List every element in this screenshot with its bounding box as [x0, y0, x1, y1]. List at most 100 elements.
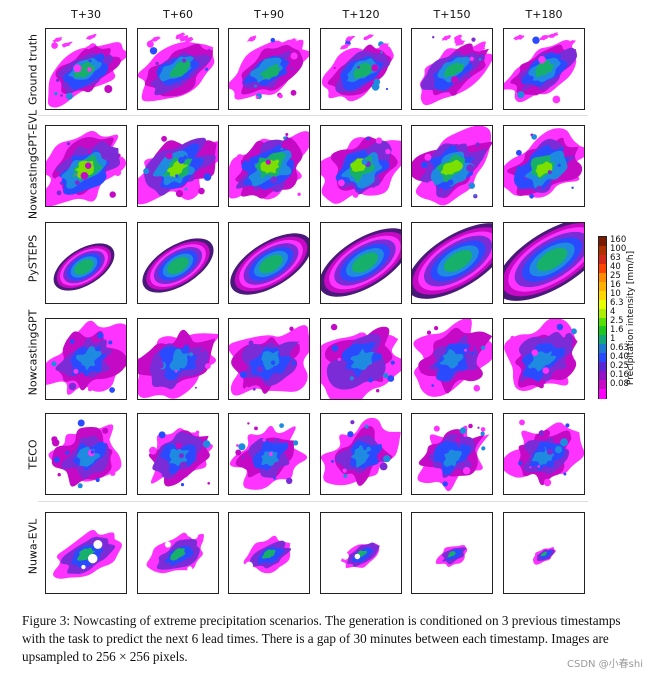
precip-cell [349, 376, 354, 381]
precip-field [504, 319, 578, 391]
precip-cell [560, 438, 569, 447]
precip-cell [563, 472, 567, 476]
precip-region [444, 62, 464, 78]
precip-cell [439, 188, 443, 191]
precip-cell [547, 170, 552, 175]
precip-panel [320, 318, 402, 400]
precip-cell [161, 135, 167, 142]
precip-region [261, 350, 280, 371]
precip-cell [109, 191, 116, 198]
precip-cell [386, 177, 392, 183]
precip-cell [331, 344, 339, 352]
precip-field [321, 34, 394, 102]
precip-cell [531, 349, 539, 356]
precip-panel [228, 512, 310, 594]
precip-cell [366, 137, 370, 141]
precip-cell [178, 156, 185, 164]
colorbar-tick-label: 25 [610, 271, 621, 282]
precip-panel [228, 125, 310, 207]
precip-cell [65, 92, 73, 100]
precip-cell [270, 360, 276, 366]
precip-region [270, 42, 282, 48]
precip-region [286, 38, 298, 44]
precip-gap [252, 568, 259, 574]
precip-cell [538, 56, 546, 64]
figure-grid: T+30 T+60 T+90 T+120 T+150 T+180 Ground … [26, 8, 636, 594]
precip-cell [464, 348, 468, 352]
column-label: T+180 [525, 8, 563, 21]
precip-region [184, 36, 194, 44]
precip-cell [85, 162, 92, 169]
precip-cell [371, 64, 379, 72]
precip-cell [371, 82, 380, 91]
colorbar-tick-label: 1.6 [610, 324, 624, 335]
precip-field [138, 135, 218, 205]
precip-cell [431, 384, 434, 387]
precip-cell [60, 94, 63, 97]
precip-panel [503, 28, 585, 110]
precip-region [74, 61, 95, 78]
precip-field [419, 34, 492, 106]
precip-cell [433, 425, 440, 432]
colorbar-tick-label: 63 [610, 253, 621, 264]
precip-cell [290, 67, 293, 70]
precip-cell [240, 371, 247, 379]
precip-field [229, 131, 309, 200]
precip-cell [187, 81, 191, 85]
precip-cell [270, 37, 276, 43]
precip-cell [270, 176, 278, 184]
precip-cell [175, 190, 184, 198]
precip-cell [57, 473, 61, 477]
row-label: Nuwa-EVL [26, 518, 40, 575]
precip-cell [538, 383, 544, 389]
precip-region [530, 351, 557, 372]
colorbar-tick-label: 160 [610, 235, 627, 246]
precip-cell [469, 56, 474, 61]
precip-cell [421, 161, 428, 169]
colorbar-segment [599, 380, 606, 390]
precip-cell [379, 462, 388, 471]
precip-panel [503, 222, 585, 304]
precip-cell [75, 173, 78, 176]
precip-cell [517, 91, 525, 99]
precip-region [476, 45, 486, 52]
precip-cell [532, 36, 540, 44]
precip-cell [177, 80, 181, 84]
precip-cell [557, 163, 561, 167]
column-label: T+60 [163, 8, 193, 21]
precip-gap [437, 543, 444, 551]
precip-field [341, 542, 380, 577]
precip-region [75, 346, 102, 371]
precip-field [504, 223, 584, 301]
precip-cell [156, 361, 164, 369]
precip-cell [87, 67, 92, 72]
precip-cell [260, 47, 263, 51]
precip-cell [204, 363, 211, 369]
precip-band [74, 259, 94, 275]
precip-cell [247, 422, 250, 425]
precip-panel [137, 28, 219, 110]
row-label: NowcastingGPT [26, 309, 40, 396]
precip-region [175, 32, 185, 40]
precip-cell [480, 431, 485, 436]
precip-region [439, 349, 464, 369]
precip-field [48, 419, 122, 489]
precip-cell [462, 466, 471, 475]
colorbar-segment [599, 326, 606, 336]
colorbar-segment [599, 389, 606, 399]
precip-cell [51, 42, 58, 49]
precip-cell [546, 72, 553, 79]
colorbar-segment [599, 237, 606, 247]
precip-cell [552, 95, 561, 104]
precip-cell [291, 360, 296, 366]
precip-cell [183, 155, 188, 160]
precip-cell [518, 461, 523, 466]
precip-cell [347, 431, 354, 438]
precip-cell [273, 476, 277, 480]
precip-panel [503, 318, 585, 400]
precip-cell [254, 84, 257, 88]
precip-cell [343, 473, 348, 478]
precip-panel [411, 222, 493, 304]
precip-region [247, 35, 257, 42]
precip-region [440, 159, 463, 176]
